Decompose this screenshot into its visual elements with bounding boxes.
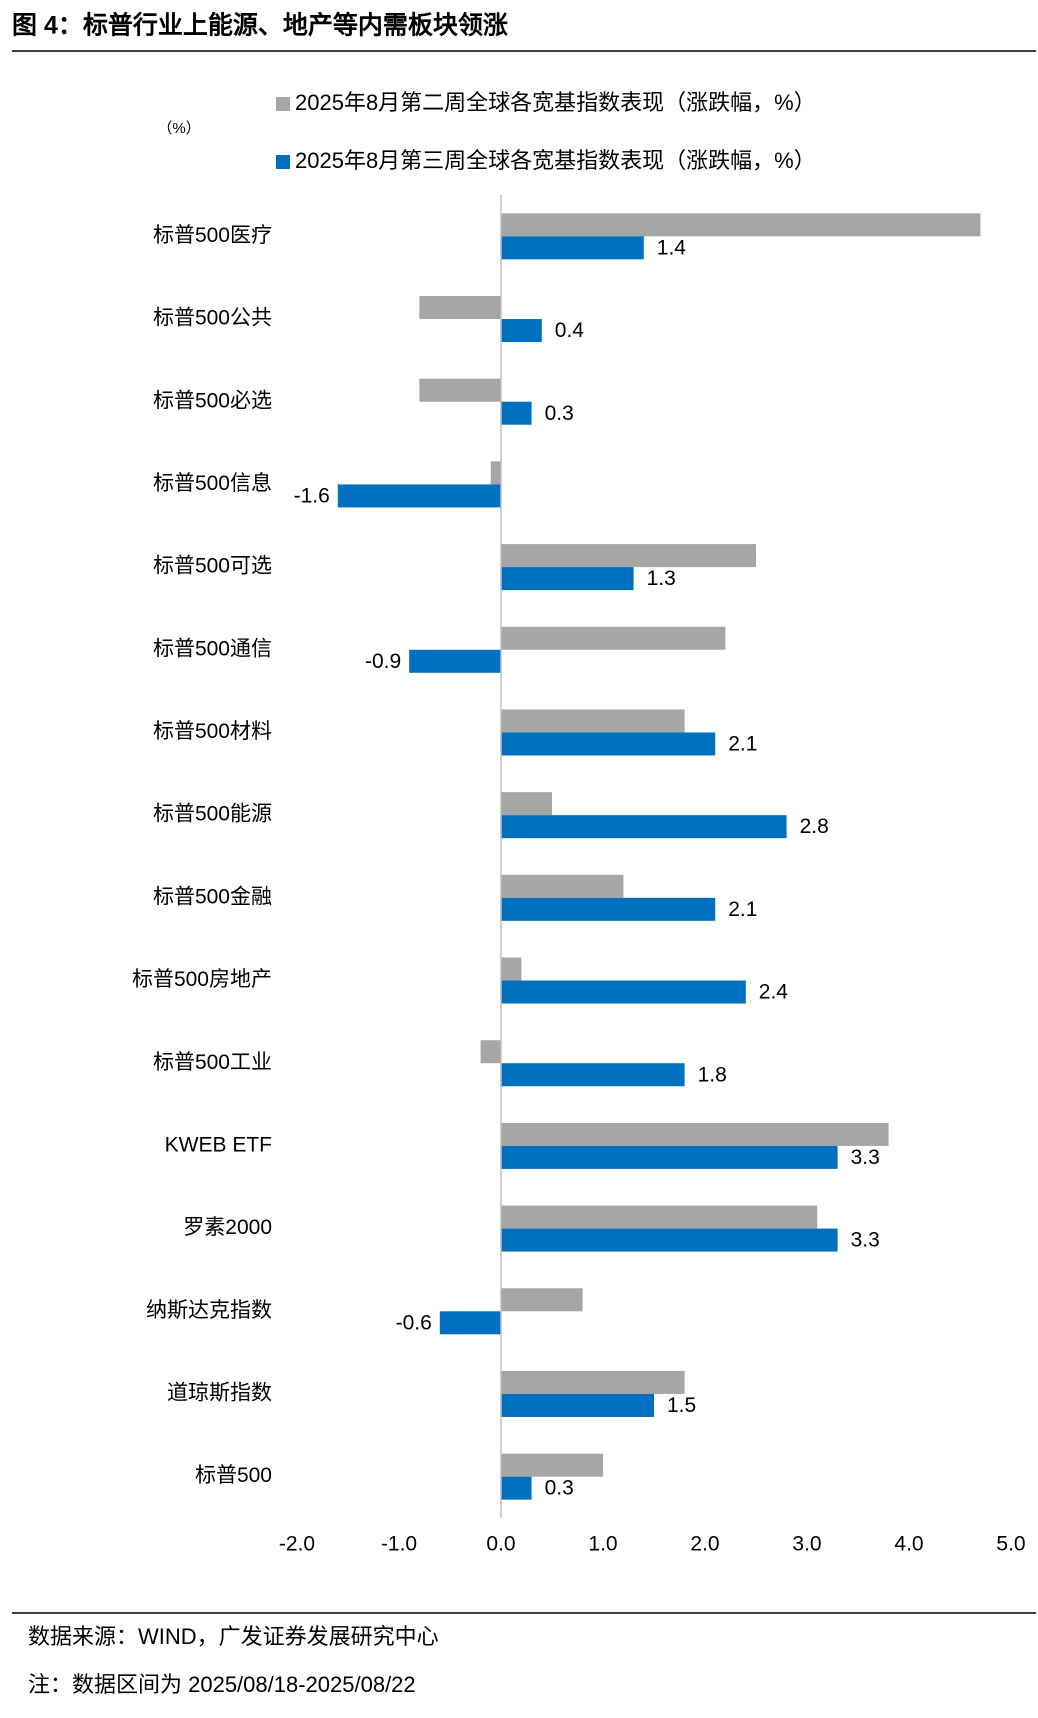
data-label: 3.3	[851, 1146, 880, 1169]
data-label: 2.1	[728, 733, 757, 756]
data-label: 2.4	[759, 981, 789, 1004]
bar	[501, 1063, 685, 1087]
bar	[501, 709, 685, 733]
bar	[501, 1370, 685, 1394]
bar	[501, 1476, 532, 1500]
y-tick-label: 标普500通信	[153, 637, 272, 660]
y-tick-label: 标普500信息	[153, 472, 272, 495]
chart-title: 图 4：标普行业上能源、地产等内需板块领涨	[12, 11, 508, 40]
bar	[501, 213, 981, 237]
bar	[501, 1228, 838, 1252]
y-tick-label: 罗素2000	[183, 1216, 272, 1239]
data-label: 0.3	[545, 402, 574, 425]
legend-label: 2025年8月第三周全球各宽基指数表现（涨跌幅，%）	[295, 148, 816, 173]
x-tick-label: 3.0	[792, 1533, 821, 1556]
data-label: -0.6	[396, 1311, 432, 1334]
bar	[501, 401, 532, 425]
data-label: 0.3	[545, 1477, 574, 1500]
y-tick-label: 道琼斯指数	[167, 1382, 272, 1405]
bar	[501, 1393, 654, 1417]
data-label: 2.8	[800, 815, 829, 838]
y-tick-label: 标普500房地产	[132, 968, 272, 991]
bar	[501, 236, 644, 260]
y-tick-label: 标普500	[195, 1464, 272, 1487]
legend-label: 2025年8月第二周全球各宽基指数表现（涨跌幅，%）	[295, 90, 816, 115]
bar	[501, 957, 522, 981]
y-tick-label: 标普500材料	[153, 720, 272, 743]
data-label: 1.8	[698, 1063, 727, 1086]
unit-label: （%）	[157, 120, 200, 137]
bar	[501, 980, 746, 1004]
legend-swatch	[276, 97, 290, 111]
bar	[337, 484, 501, 508]
data-label: 0.4	[555, 319, 585, 342]
x-tick-label: 0.0	[486, 1533, 515, 1556]
data-label: 1.3	[647, 567, 676, 590]
bar	[501, 1453, 603, 1477]
x-tick-label: 4.0	[894, 1533, 923, 1556]
x-tick-label: 5.0	[996, 1533, 1025, 1556]
bar	[419, 378, 501, 402]
data-label: 3.3	[851, 1229, 880, 1252]
y-tick-label: 标普500工业	[153, 1051, 272, 1074]
bar	[501, 1288, 583, 1312]
bar	[419, 296, 501, 320]
y-tick-label: 标普500可选	[153, 555, 272, 578]
bar	[501, 319, 542, 343]
x-tick-label: -1.0	[381, 1533, 417, 1556]
bar	[501, 897, 716, 921]
source: 数据来源：WIND，广发证券发展研究中心	[28, 1624, 439, 1649]
bar	[501, 732, 716, 756]
bar	[501, 815, 787, 839]
bar	[501, 626, 726, 650]
bar	[501, 1122, 889, 1146]
bar	[501, 874, 624, 898]
y-tick-label: 标普500公共	[153, 307, 272, 330]
bar	[409, 649, 501, 673]
y-tick-label: 标普500必选	[153, 389, 272, 412]
data-label: 1.5	[667, 1394, 696, 1417]
bar	[501, 544, 756, 568]
data-label: -1.6	[294, 484, 330, 507]
bar	[501, 1145, 838, 1169]
y-tick-label: KWEB ETF	[165, 1133, 272, 1156]
bar	[501, 1205, 818, 1229]
y-tick-label: 标普500金融	[153, 885, 272, 908]
bar	[480, 1040, 501, 1064]
bar	[501, 567, 634, 591]
bar	[501, 792, 552, 816]
legend-swatch	[276, 155, 290, 169]
y-tick-label: 纳斯达克指数	[146, 1299, 272, 1322]
y-tick-label: 标普500医疗	[153, 224, 272, 247]
data-label: 2.1	[728, 898, 757, 921]
data-label: 1.4	[657, 236, 687, 259]
y-tick-label: 标普500能源	[153, 803, 272, 826]
x-tick-label: 1.0	[588, 1533, 617, 1556]
bar	[490, 461, 501, 485]
x-tick-label: -2.0	[279, 1533, 315, 1556]
x-tick-label: 2.0	[690, 1533, 719, 1556]
note: 注：数据区间为 2025/08/18-2025/08/22	[28, 1672, 416, 1697]
data-label: -0.9	[365, 650, 401, 673]
bar	[439, 1311, 501, 1335]
